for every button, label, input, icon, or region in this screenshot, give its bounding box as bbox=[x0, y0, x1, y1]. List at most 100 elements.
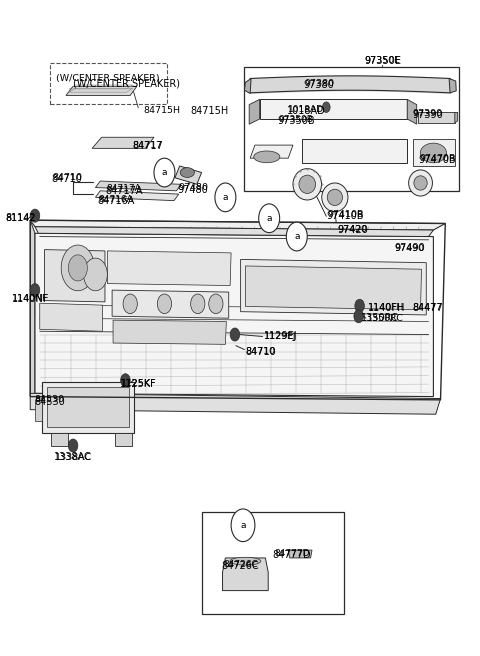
Text: 97410B: 97410B bbox=[328, 210, 364, 219]
Polygon shape bbox=[413, 138, 455, 166]
Circle shape bbox=[286, 222, 307, 251]
Text: 84710: 84710 bbox=[245, 346, 276, 356]
Polygon shape bbox=[260, 99, 407, 119]
Circle shape bbox=[68, 439, 78, 452]
Text: (W/CENTER SPEAKER): (W/CENTER SPEAKER) bbox=[73, 78, 180, 88]
Circle shape bbox=[323, 102, 330, 112]
Text: 1140FH: 1140FH bbox=[368, 304, 406, 314]
Circle shape bbox=[191, 294, 205, 314]
Polygon shape bbox=[113, 320, 227, 344]
Polygon shape bbox=[240, 259, 426, 315]
Text: 97380: 97380 bbox=[304, 79, 334, 87]
Text: 97350E: 97350E bbox=[364, 56, 401, 66]
Text: 84477: 84477 bbox=[413, 302, 443, 312]
Text: 81142: 81142 bbox=[6, 214, 36, 223]
Text: 1018AD: 1018AD bbox=[288, 105, 324, 113]
Text: 84726C: 84726C bbox=[222, 561, 259, 571]
Text: 97480: 97480 bbox=[178, 183, 208, 192]
Text: a: a bbox=[294, 232, 300, 241]
Text: 1350RC: 1350RC bbox=[367, 314, 404, 323]
Text: 84710: 84710 bbox=[245, 347, 276, 356]
Text: 84726C: 84726C bbox=[223, 560, 258, 569]
Text: 97350E: 97350E bbox=[364, 56, 400, 65]
Polygon shape bbox=[108, 251, 231, 285]
Text: 1140NF: 1140NF bbox=[12, 294, 48, 303]
Ellipse shape bbox=[299, 175, 315, 194]
Text: 84717A: 84717A bbox=[107, 184, 141, 194]
Text: 97490: 97490 bbox=[395, 244, 425, 253]
Polygon shape bbox=[35, 227, 433, 237]
Polygon shape bbox=[35, 234, 433, 397]
Circle shape bbox=[209, 294, 223, 314]
Polygon shape bbox=[115, 432, 132, 445]
Text: 84717: 84717 bbox=[132, 142, 163, 152]
Ellipse shape bbox=[293, 169, 322, 200]
Polygon shape bbox=[112, 290, 228, 318]
Text: 84710: 84710 bbox=[52, 173, 82, 182]
Text: a: a bbox=[266, 214, 272, 223]
Polygon shape bbox=[45, 250, 105, 302]
Text: 97350B: 97350B bbox=[277, 116, 315, 126]
Polygon shape bbox=[30, 394, 441, 414]
Polygon shape bbox=[223, 558, 268, 590]
Circle shape bbox=[61, 245, 95, 291]
Text: 1140NF: 1140NF bbox=[12, 294, 49, 304]
Polygon shape bbox=[250, 145, 293, 158]
Polygon shape bbox=[175, 166, 202, 184]
Polygon shape bbox=[418, 112, 455, 123]
Text: 84777D: 84777D bbox=[274, 549, 310, 558]
Polygon shape bbox=[249, 99, 260, 124]
Text: 97350B: 97350B bbox=[279, 115, 314, 124]
Ellipse shape bbox=[327, 189, 342, 205]
Circle shape bbox=[120, 374, 130, 387]
Polygon shape bbox=[455, 112, 457, 123]
Text: 97470B: 97470B bbox=[419, 155, 456, 165]
Text: 81142: 81142 bbox=[5, 213, 36, 223]
Text: 1129EJ: 1129EJ bbox=[264, 332, 296, 341]
Circle shape bbox=[230, 328, 240, 341]
Bar bbox=[42, 382, 134, 432]
Polygon shape bbox=[407, 99, 417, 124]
Polygon shape bbox=[449, 79, 456, 93]
Bar bbox=[244, 67, 458, 191]
Text: 97470B: 97470B bbox=[419, 154, 456, 163]
Circle shape bbox=[215, 183, 236, 212]
Text: 1129EJ: 1129EJ bbox=[264, 331, 297, 342]
Circle shape bbox=[123, 294, 137, 314]
Text: 1140FH: 1140FH bbox=[368, 302, 405, 312]
Ellipse shape bbox=[322, 183, 348, 212]
Polygon shape bbox=[96, 181, 181, 191]
Circle shape bbox=[355, 299, 364, 312]
Text: a: a bbox=[223, 193, 228, 202]
Text: 1018AD: 1018AD bbox=[287, 106, 325, 116]
Circle shape bbox=[154, 158, 175, 187]
Text: 84715H: 84715H bbox=[143, 106, 180, 115]
Text: (W/CENTER SPEAKER): (W/CENTER SPEAKER) bbox=[57, 74, 160, 83]
Text: 1125KF: 1125KF bbox=[120, 379, 156, 388]
Text: 84715H: 84715H bbox=[191, 106, 229, 116]
Text: 84710: 84710 bbox=[51, 174, 82, 184]
Polygon shape bbox=[288, 550, 312, 558]
Ellipse shape bbox=[414, 176, 427, 190]
Polygon shape bbox=[35, 400, 42, 420]
Circle shape bbox=[231, 509, 255, 542]
Bar bbox=[202, 512, 344, 614]
Circle shape bbox=[68, 255, 87, 281]
Text: 84717A: 84717A bbox=[105, 186, 143, 196]
Text: 97390: 97390 bbox=[413, 110, 443, 118]
Text: 97410B: 97410B bbox=[326, 211, 364, 220]
Text: 84777D: 84777D bbox=[273, 550, 312, 560]
Polygon shape bbox=[244, 79, 251, 94]
Polygon shape bbox=[66, 87, 137, 96]
Text: 97480: 97480 bbox=[178, 184, 208, 195]
Text: 1338AC: 1338AC bbox=[54, 453, 92, 462]
Text: 84477: 84477 bbox=[412, 304, 443, 314]
Text: a: a bbox=[240, 521, 246, 530]
Circle shape bbox=[30, 209, 40, 222]
Polygon shape bbox=[30, 220, 445, 230]
Polygon shape bbox=[92, 137, 154, 148]
Text: 84716A: 84716A bbox=[99, 195, 133, 204]
Ellipse shape bbox=[230, 558, 261, 565]
Ellipse shape bbox=[408, 170, 432, 196]
Circle shape bbox=[30, 283, 40, 297]
